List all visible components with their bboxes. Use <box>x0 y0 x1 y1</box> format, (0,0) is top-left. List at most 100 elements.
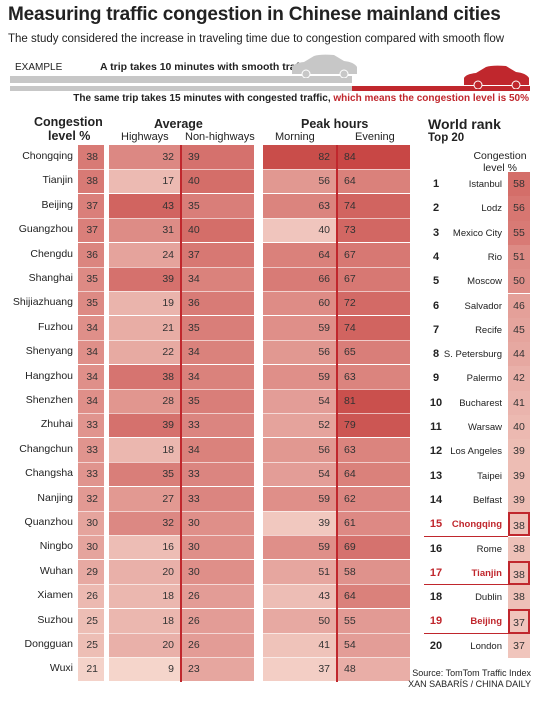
non-highways-cell: 33 <box>182 462 254 487</box>
world-rank-number: 10 <box>429 396 443 409</box>
city-label: Hangzhou <box>25 369 73 382</box>
row-separator <box>78 583 410 585</box>
highways-cell: 31 <box>109 218 180 243</box>
morning-cell: 59 <box>263 315 336 340</box>
highways-cell: 32 <box>109 511 180 535</box>
morning-cell: 37 <box>263 657 336 682</box>
highlight-underline <box>424 584 508 586</box>
world-level-cell: 38 <box>508 512 530 537</box>
world-city-label: Dublin <box>475 592 502 604</box>
level-cell: 34 <box>78 364 104 389</box>
world-city-label: Bucharest <box>459 397 502 409</box>
row-separator <box>78 193 410 195</box>
evening-cell: 62 <box>338 486 410 511</box>
evening-cell: 74 <box>338 315 410 340</box>
highways-cell: 39 <box>109 267 180 291</box>
header-average: Average <box>154 117 203 131</box>
city-label: Ningbo <box>39 540 73 553</box>
evening-cell: 61 <box>338 511 410 535</box>
world-rank-number: 9 <box>432 372 440 385</box>
city-label: Wuhan <box>39 564 73 577</box>
highways-cell: 43 <box>109 193 180 218</box>
world-col-header-2: level % <box>483 162 517 174</box>
highways-cell: 24 <box>109 242 180 267</box>
world-rank-number: 8 <box>432 348 440 361</box>
world-city-label: Moscow <box>467 276 502 288</box>
page-title: Measuring traffic congestion in Chinese … <box>8 4 501 25</box>
morning-cell: 59 <box>263 364 336 389</box>
level-cell: 29 <box>78 559 104 584</box>
red-car-icon <box>464 65 529 89</box>
row-separator <box>78 290 410 292</box>
non-highways-cell: 26 <box>182 633 254 657</box>
world-level-cell: 50 <box>508 269 530 294</box>
evening-cell: 54 <box>338 633 410 657</box>
level-cell: 21 <box>78 657 104 682</box>
level-cell: 34 <box>78 340 104 365</box>
evening-cell: 73 <box>338 218 410 243</box>
evening-cell: 63 <box>338 437 410 462</box>
world-level-cell: 56 <box>508 196 530 221</box>
world-level-cell: 58 <box>508 172 530 197</box>
header-morning: Morning <box>275 131 315 143</box>
world-rank-number: 1 <box>432 178 440 190</box>
highways-cell: 39 <box>109 413 180 438</box>
evening-cell: 64 <box>338 462 410 487</box>
example-congested-main: The same trip takes 15 minutes with cong… <box>73 93 331 104</box>
city-label: Tianjin <box>42 174 73 187</box>
evening-cell: 67 <box>338 242 410 267</box>
level-cell: 38 <box>78 169 104 194</box>
evening-cell: 64 <box>338 169 410 194</box>
header-highways: Highways <box>121 131 169 143</box>
level-cell: 35 <box>78 267 104 291</box>
world-rank-number: 12 <box>429 445 443 458</box>
world-city-label: Belfast <box>472 494 502 506</box>
level-cell: 25 <box>78 633 104 657</box>
non-highways-cell: 34 <box>182 364 254 389</box>
evening-cell: 64 <box>338 584 410 609</box>
morning-cell: 54 <box>263 462 336 487</box>
header-evening: Evening <box>355 131 395 143</box>
example-label: EXAMPLE <box>15 62 63 73</box>
world-rank-title: World rank <box>428 116 501 132</box>
world-rank-number: 17 <box>429 566 443 579</box>
world-level-cell: 39 <box>508 439 530 464</box>
page-subtitle: The study considered the increase in tra… <box>8 33 505 45</box>
level-cell: 33 <box>78 437 104 462</box>
example-smooth-text: A trip takes 10 minutes with smooth traf… <box>100 61 312 73</box>
row-separator <box>78 486 410 488</box>
highways-cell: 32 <box>109 145 180 169</box>
morning-cell: 59 <box>263 486 336 511</box>
world-city-label: Los Angeles <box>450 446 502 458</box>
world-city-label: Beijing <box>470 616 502 628</box>
highlight-underline <box>424 535 508 537</box>
world-level-cell: 44 <box>508 342 530 367</box>
world-rank-number: 5 <box>432 275 440 288</box>
non-highways-cell: 36 <box>182 291 254 316</box>
world-city-label: Palermo <box>466 373 502 385</box>
morning-cell: 50 <box>263 608 336 633</box>
evening-cell: 79 <box>338 413 410 438</box>
non-highways-cell: 33 <box>182 413 254 438</box>
world-city-label: Rio <box>487 251 502 263</box>
morning-cell: 64 <box>263 242 336 267</box>
world-col-header-1: Congestion <box>473 150 527 162</box>
row-separator <box>78 608 410 610</box>
row-separator <box>78 217 410 219</box>
world-rank-number: 14 <box>429 493 443 506</box>
non-highways-cell: 30 <box>182 511 254 535</box>
level-cell: 35 <box>78 291 104 316</box>
city-label: Shenyang <box>25 345 73 358</box>
example-congestion-bar <box>352 86 530 91</box>
level-cell: 36 <box>78 242 104 267</box>
world-city-label: Lodz <box>481 203 502 215</box>
header-non-highways: Non-highways <box>185 131 255 143</box>
world-city-label: Taipei <box>477 470 502 482</box>
world-level-cell: 37 <box>508 609 530 634</box>
row-separator <box>78 168 410 170</box>
non-highways-cell: 30 <box>182 559 254 584</box>
level-cell: 30 <box>78 535 104 560</box>
header-congestion: Congestion <box>34 115 103 129</box>
morning-cell: 82 <box>263 145 336 169</box>
evening-cell: 84 <box>338 145 410 169</box>
